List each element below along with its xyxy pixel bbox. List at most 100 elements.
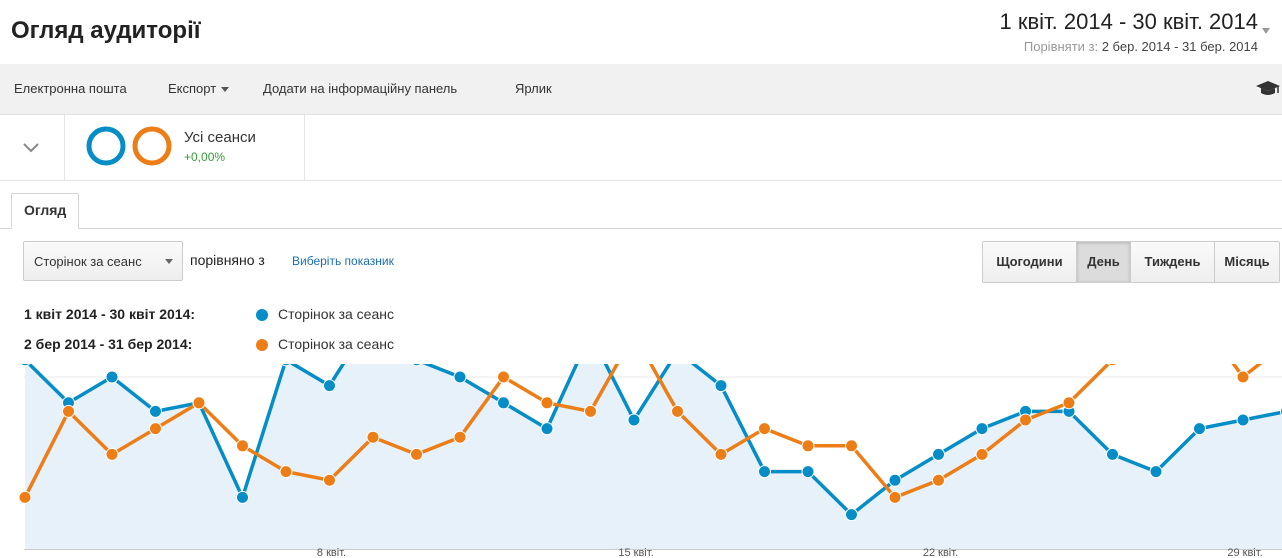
segment-ring-orange [132,126,172,166]
graduation-cap-icon[interactable] [1255,80,1281,98]
period-toggle-group: Щогодини День Тиждень Місяць [982,241,1280,283]
tab-overview[interactable]: Огляд [11,193,80,229]
series-line [26,364,1282,517]
segment-ring-blue [86,126,126,166]
x-tick-label: 29 квіт. [1227,547,1262,558]
segment-expand-toggle[interactable] [0,115,65,180]
data-point[interactable] [714,447,728,461]
data-point[interactable] [1149,465,1163,479]
export-button[interactable]: Експорт [168,81,230,96]
data-point[interactable] [323,473,336,487]
legend-dot-orange [256,339,268,351]
legend-series: Сторінок за сеанс [278,336,394,352]
data-point[interactable] [105,370,119,384]
series-line [23,364,1263,500]
data-point[interactable] [932,473,945,487]
data-point[interactable] [366,430,380,444]
date-range-value: 1 квіт. 2014 - 30 квіт. 2014 [999,9,1259,34]
data-point[interactable] [801,465,815,479]
compare-range: Порівняти з: 2 бер. 2014 - 31 бер. 2014 [1024,39,1258,54]
period-week-button[interactable]: Тиждень [1131,242,1215,282]
data-point[interactable] [149,422,162,436]
data-point[interactable] [584,404,597,418]
select-metric-link[interactable]: Виберіть показник [292,254,394,268]
email-button[interactable]: Електронна пошта [14,81,127,96]
page-title: Огляд аудиторії [11,17,201,44]
compare-label: Порівняти з: [1023,39,1099,54]
data-point[interactable] [845,508,858,522]
shortcut-button[interactable]: Ярлик [515,81,552,96]
period-hourly-button[interactable]: Щогодини [983,242,1077,282]
data-point[interactable] [323,379,336,393]
period-day-button[interactable]: День [1077,242,1131,282]
legend-series: Сторінок за сеанс [278,306,394,322]
data-point[interactable] [62,404,75,418]
data-point[interactable] [845,439,858,453]
data-point[interactable] [497,396,510,410]
data-point[interactable] [18,490,32,504]
add-to-dashboard-button[interactable]: Додати на інформаційну панель [263,81,457,96]
shortcut-label: Ярлик [515,81,552,96]
segment-bar: Усі сеанси +0,00% [0,115,1282,181]
data-point[interactable] [1107,364,1119,367]
series-area [25,364,1282,549]
compare-range-value: 2 бер. 2014 - 31 бер. 2014 [1101,39,1258,54]
data-point[interactable] [801,439,815,453]
data-point[interactable] [279,465,293,479]
report-toolbar: Електронна пошта Експорт Додати на інфор… [0,64,1282,115]
data-point[interactable] [236,439,249,453]
date-range-picker[interactable]: 1 квіт. 2014 - 30 квіт. 2014 Порівняти з… [966,6,1270,60]
data-point[interactable] [888,490,902,504]
data-point[interactable] [497,370,510,384]
segment-change: +0,00% [184,150,226,164]
legend-current: 1 квіт 2014 - 30 квіт 2014: Сторінок за … [24,306,394,322]
data-point[interactable] [280,364,292,367]
data-point[interactable] [758,422,771,436]
data-point[interactable] [1106,447,1119,461]
segment-name: Усі сеанси [184,129,256,146]
data-point[interactable] [453,370,467,384]
data-point[interactable] [453,430,467,444]
data-point[interactable] [149,404,162,418]
data-point[interactable] [1062,396,1076,410]
data-point[interactable] [1236,413,1250,427]
add-to-dashboard-label: Додати на інформаційну панель [263,81,458,96]
segment-card[interactable]: Усі сеанси +0,00% [64,115,305,180]
data-point[interactable] [932,447,945,461]
x-tick-label: 15 квіт. [618,547,653,558]
legend-dot-blue [256,309,268,321]
line-chart: 20408 квіт.15 квіт.22 квіт.29 квіт. [18,364,1282,558]
data-point[interactable] [1019,413,1032,427]
report-tabs: Огляд [0,180,1282,229]
data-point[interactable] [236,490,249,504]
metric-select-value: Сторінок за сеанс [34,254,142,269]
segment-rings-icon [86,126,172,166]
legend-compare: 2 бер 2014 - 31 бер 2014: Сторінок за се… [24,336,394,352]
date-range-caret-icon [1262,28,1270,34]
data-point[interactable] [19,364,31,367]
data-point[interactable] [975,422,989,436]
data-point[interactable] [758,465,771,479]
data-point[interactable] [540,396,554,410]
data-point[interactable] [192,396,206,410]
data-point[interactable] [1236,370,1250,384]
data-point[interactable] [975,447,989,461]
period-month-button[interactable]: Місяць [1215,242,1279,282]
data-point[interactable] [540,422,554,436]
data-point[interactable] [888,473,902,487]
legend-period: 1 квіт 2014 - 30 квіт 2014: [24,306,196,322]
x-tick-label: 8 квіт. [317,547,346,558]
legend-period: 2 бер 2014 - 31 бер 2014: [24,336,193,352]
export-label: Експорт [168,81,217,96]
data-point[interactable] [410,447,423,461]
data-point[interactable] [627,413,641,427]
compared-with-label: порівняно з [190,252,265,268]
data-point[interactable] [105,447,119,461]
caret-down-icon [221,87,230,93]
data-point[interactable] [714,379,728,393]
metric-select[interactable]: Сторінок за сеанс [23,241,183,281]
data-point[interactable] [1193,422,1206,436]
x-tick-label: 22 квіт. [923,547,958,558]
data-point[interactable] [411,364,423,367]
data-point[interactable] [671,404,684,418]
